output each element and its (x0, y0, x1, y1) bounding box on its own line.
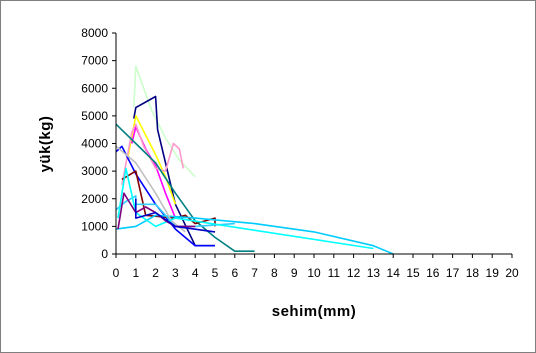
x-tick-label: 16 (426, 266, 440, 280)
y-tick-label: 7000 (81, 54, 108, 68)
series-line-11 (115, 145, 186, 233)
series-line-9 (115, 214, 394, 255)
x-tick-label: 15 (406, 266, 420, 280)
y-tick-label: 5000 (81, 109, 108, 123)
series-line-6 (115, 123, 255, 252)
x-tick-label: 17 (446, 266, 460, 280)
x-tick-label: 6 (231, 266, 238, 280)
y-axis-title: yük(kg) (37, 116, 54, 173)
y-tick-label: 0 (101, 247, 108, 261)
y-ticks: 0 1000 2000 3000 4000 5000 6000 7000 8000 (81, 26, 116, 261)
x-tick-label: 13 (367, 266, 381, 280)
series-line-5 (121, 123, 185, 186)
x-ticks: 0 1 2 3 4 5 6 7 8 9 10 11 12 13 14 15 16 17 18 19 20 (113, 254, 519, 280)
y-tick-label: 6000 (81, 81, 108, 95)
x-tick-label: 8 (271, 266, 278, 280)
series-line-14 (135, 198, 216, 233)
x-tick-label: 14 (387, 266, 401, 280)
y-tick-label: 1000 (81, 219, 108, 233)
series-line-12 (117, 167, 374, 250)
series-layer (115, 65, 394, 255)
x-tick-label: 2 (152, 266, 159, 280)
y-tick-label: 2000 (81, 192, 108, 206)
x-tick-label: 1 (132, 266, 139, 280)
x-tick-label: 19 (486, 266, 500, 280)
x-tick-label: 5 (212, 266, 219, 280)
x-tick-label: 11 (328, 266, 341, 280)
x-tick-label: 4 (192, 266, 199, 280)
x-tick-label: 0 (113, 266, 120, 280)
x-tick-label: 3 (172, 266, 179, 280)
x-tick-label: 9 (291, 266, 298, 280)
y-tick-label: 3000 (81, 164, 108, 178)
y-tick-label: 4000 (81, 137, 108, 151)
x-tick-label: 20 (505, 266, 519, 280)
x-tick-label: 12 (347, 266, 361, 280)
x-tick-label: 18 (466, 266, 480, 280)
x-axis-title: sehim(mm) (272, 303, 357, 320)
x-tick-label: 10 (307, 266, 321, 280)
x-tick-label: 7 (251, 266, 258, 280)
y-tick-label: 8000 (81, 26, 108, 40)
